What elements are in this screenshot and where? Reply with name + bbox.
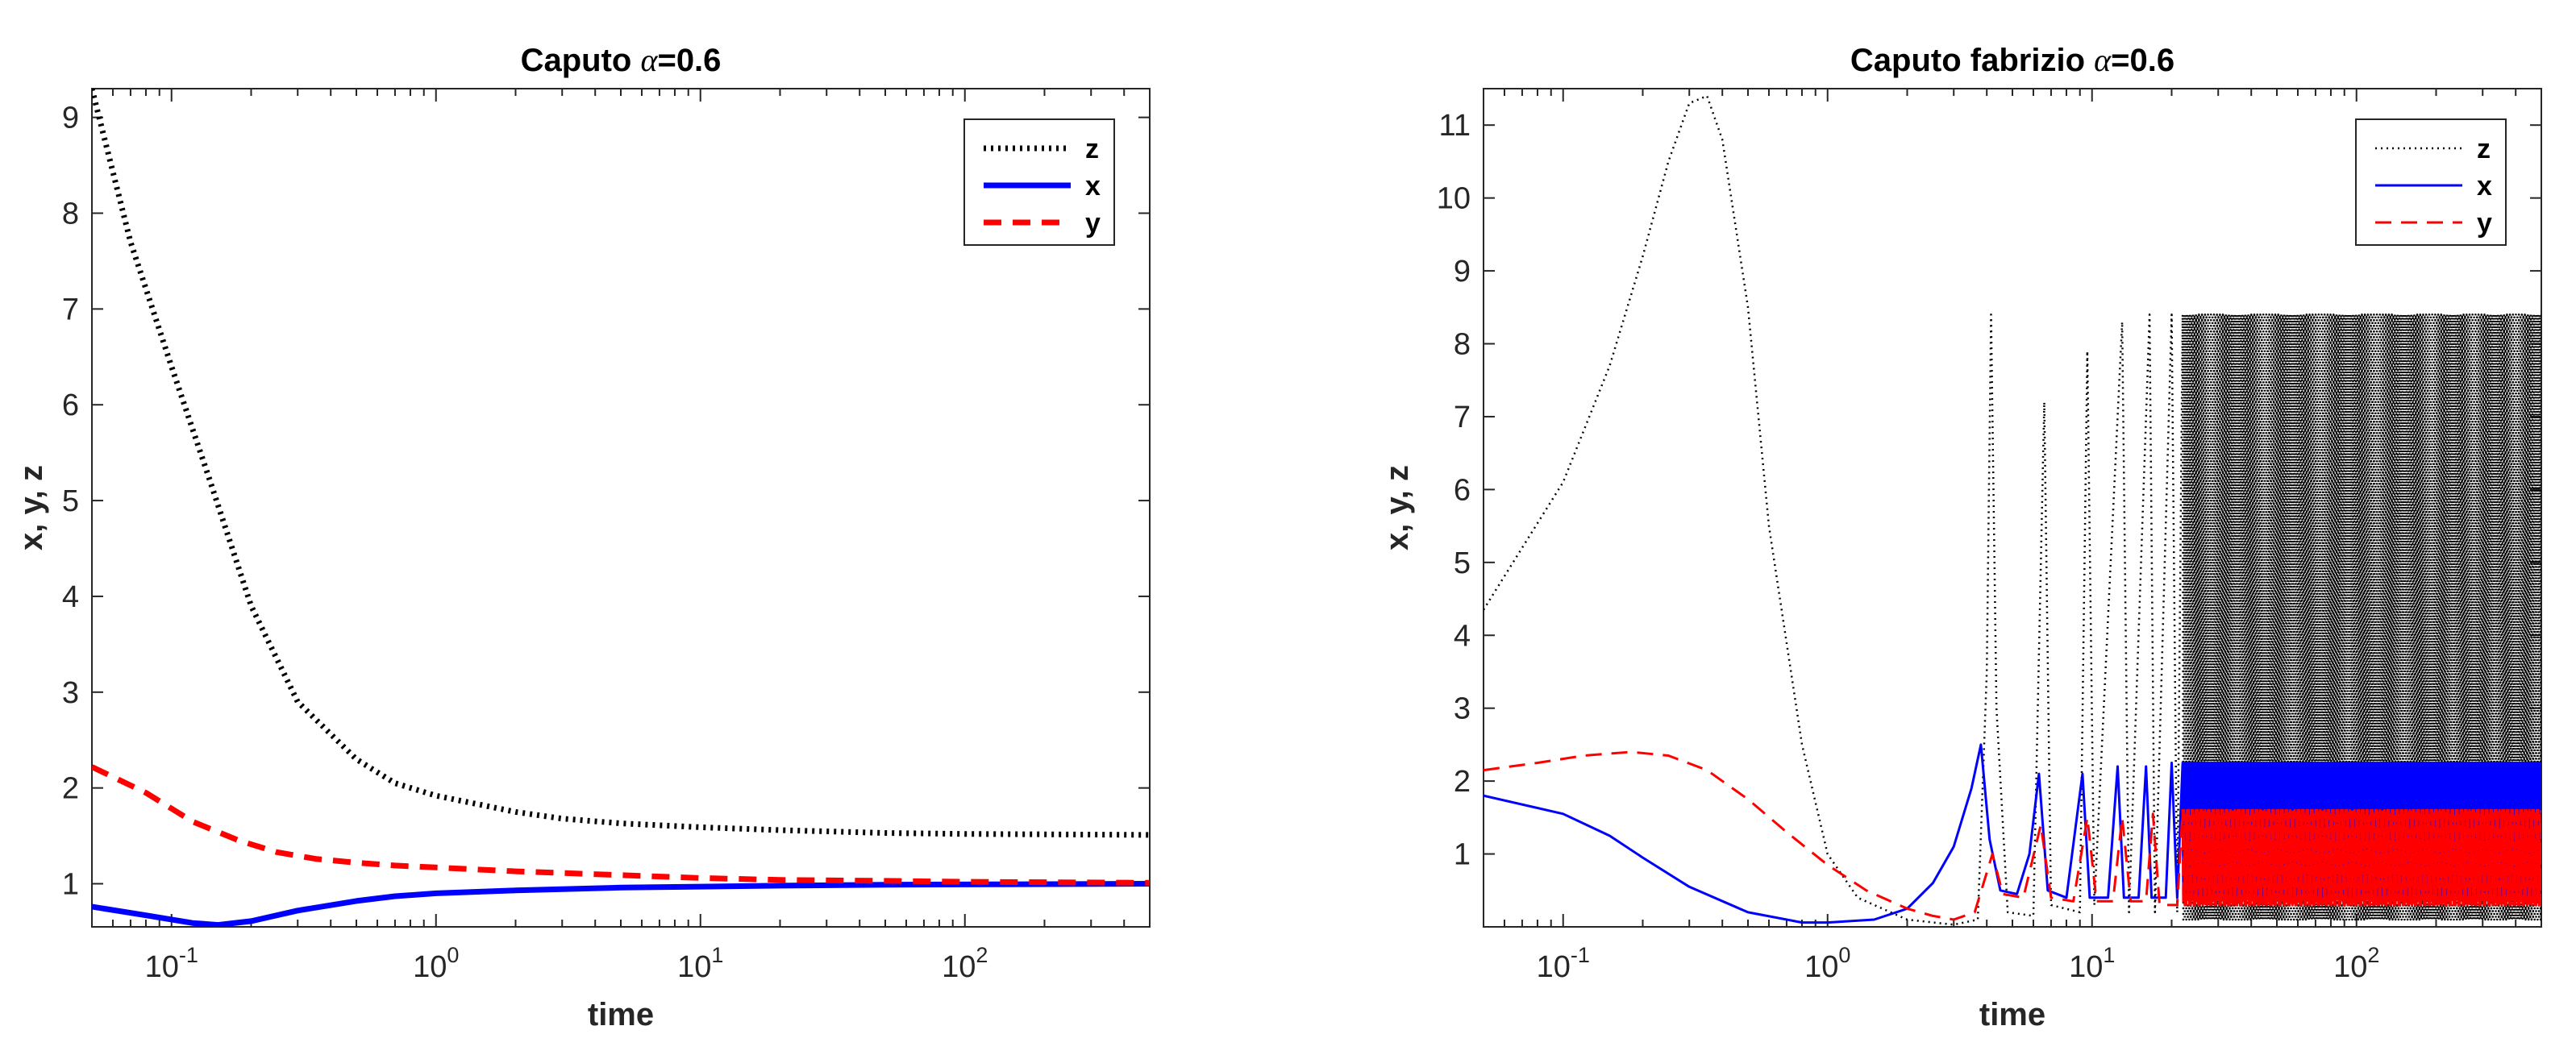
y-axis-label: x, y, z xyxy=(1380,465,1415,550)
series-y-line xyxy=(92,764,1150,886)
y-tick-label: 3 xyxy=(62,676,79,710)
x-tick-label: 102 xyxy=(2333,943,2379,984)
series-z-line xyxy=(1484,94,2541,926)
chart-caputo: Caputo α=0.6 1 2 3 4 5 6 7 8 9 10-1 100 101 102 tim… xyxy=(14,42,1151,1032)
y-tick-label: 10 xyxy=(1437,182,1471,216)
y-tick-label: 4 xyxy=(1454,619,1471,653)
y-tick-label: 8 xyxy=(1454,328,1471,362)
x-tick-label: 10-1 xyxy=(1537,943,1590,984)
x-axis-ticks: 10-1 100 101 102 xyxy=(1483,89,2542,984)
y-tick-label: 8 xyxy=(62,197,79,231)
y-tick-label: 5 xyxy=(62,484,79,518)
y-tick-label: 7 xyxy=(1454,401,1471,434)
y-tick-label: 2 xyxy=(62,772,79,806)
series-z-line xyxy=(92,89,1150,838)
x-tick-label: 100 xyxy=(1804,943,1850,984)
legend-label-x: x xyxy=(2477,171,2492,201)
legend-box xyxy=(2355,118,2507,246)
y-tick-label: 4 xyxy=(62,580,79,614)
series-y-line xyxy=(1484,750,2541,921)
x-tick-label: 10-1 xyxy=(145,943,198,984)
series-layer xyxy=(92,89,1150,927)
series-x-line xyxy=(92,881,1150,927)
chart-title: Caputo fabrizio α=0.6 xyxy=(1850,42,2174,78)
chart-title: Caputo α=0.6 xyxy=(521,42,722,78)
y-tick-label: 3 xyxy=(1454,692,1471,726)
legend-label-z: z xyxy=(2477,134,2491,164)
y-axis-label: x, y, z xyxy=(14,465,49,550)
series-layer xyxy=(1484,94,2541,926)
y-tick-label: 11 xyxy=(1439,109,1471,143)
x-tick-label: 100 xyxy=(413,943,459,984)
legend-label-z: z xyxy=(1085,134,1099,164)
legend: zxy xyxy=(2355,118,2507,246)
x-axis-label: time xyxy=(1979,997,2045,1032)
x-tick-label: 101 xyxy=(677,943,723,984)
y-axis-ticks: 1 2 3 4 5 6 7 8 9 xyxy=(62,102,1150,902)
x-axis-ticks: 10-1 100 101 102 xyxy=(91,89,1151,984)
y-tick-label: 9 xyxy=(1454,255,1471,289)
y-tick-label: 6 xyxy=(1454,473,1471,507)
chart-caputo-fabrizio: Caputo fabrizio α=0.6 1 2 3 4 5 6 7 8 9 10 11 10-1… xyxy=(1380,42,2542,1032)
y-tick-label: 1 xyxy=(62,868,79,902)
legend: zxy xyxy=(963,118,1115,246)
y-axis-ticks: 1 2 3 4 5 6 7 8 9 10 11 xyxy=(1437,109,2541,872)
y-tick-label: 6 xyxy=(62,388,79,422)
legend-label-y: y xyxy=(1085,208,1101,239)
legend-label-x: x xyxy=(1085,171,1101,201)
y-tick-label: 7 xyxy=(62,293,79,326)
y-tick-label: 1 xyxy=(1454,838,1471,872)
y-tick-label: 2 xyxy=(1454,765,1471,799)
y-tick-label: 5 xyxy=(1454,546,1471,580)
x-tick-label: 101 xyxy=(2069,943,2115,984)
x-tick-label: 102 xyxy=(942,943,988,984)
x-axis-label: time xyxy=(588,997,654,1032)
legend-label-y: y xyxy=(2477,208,2492,239)
y-tick-label: 9 xyxy=(62,102,79,135)
